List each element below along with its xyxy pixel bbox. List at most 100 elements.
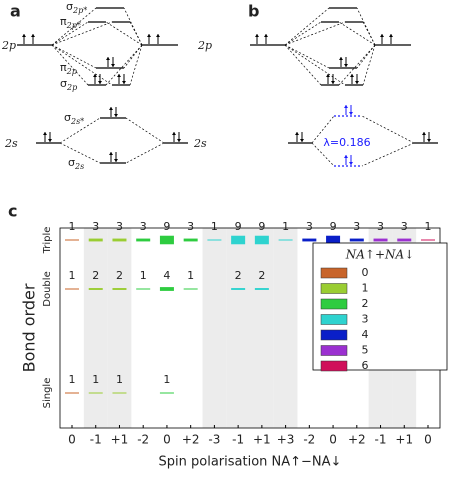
value-label: 3: [401, 220, 408, 233]
subscript: 2s*: [70, 117, 84, 126]
x-tick-label: -2: [303, 433, 315, 447]
electron-arrow-head: [109, 152, 113, 155]
correlation-line: [361, 142, 415, 167]
electron-arrow-head: [344, 105, 348, 108]
value-label: 9: [330, 220, 337, 233]
level-label: 2s: [193, 137, 207, 150]
bar: [397, 238, 412, 242]
electron-arrow-head: [389, 34, 393, 37]
level-label: 2p: [1, 39, 16, 52]
y-axis-label: Bond order: [20, 283, 39, 372]
electron-arrow-head: [295, 132, 299, 135]
orbital-label: σ2p: [60, 77, 77, 92]
legend-label: 6: [362, 359, 369, 372]
electron-arrow-head: [255, 34, 259, 37]
legend-swatch: [320, 283, 348, 294]
correlation-line: [284, 7, 330, 46]
bar: [159, 235, 174, 245]
value-label: 9: [163, 220, 170, 233]
correlation-line: [284, 44, 346, 86]
electron-arrow-head: [264, 34, 268, 37]
correlation-line: [51, 44, 113, 86]
value-label: 3: [306, 220, 313, 233]
shaded-band: [226, 228, 250, 428]
subscript: 2s: [74, 162, 84, 171]
bar: [88, 392, 103, 394]
correlation-line: [361, 115, 415, 144]
value-label: 1: [140, 269, 147, 282]
correlation-line: [284, 44, 322, 86]
x-tick-label: -1: [232, 433, 244, 447]
orbital-label: σ2p*: [66, 0, 87, 15]
electron-arrow-head: [355, 81, 359, 84]
bar: [183, 238, 198, 242]
x-tick-label: +2: [182, 433, 200, 447]
electron-arrow-head: [300, 139, 304, 142]
electron-arrow-head: [344, 155, 348, 158]
orbital-label: π2p*: [60, 15, 81, 30]
symbol: π: [60, 15, 67, 28]
panel-label: a: [10, 2, 21, 21]
legend-swatch: [320, 267, 348, 279]
bar: [373, 238, 388, 242]
value-label: 2: [116, 269, 123, 282]
x-tick-label: 0: [163, 433, 171, 447]
bar: [112, 238, 127, 242]
subscript: 2p: [66, 83, 77, 92]
electron-arrow-head: [380, 34, 384, 37]
y-tick-label: Triple: [42, 227, 53, 255]
correlation-line: [284, 21, 322, 46]
correlation-line: [125, 142, 165, 164]
electron-arrow-head: [114, 114, 118, 117]
symbol: σ: [64, 111, 71, 124]
bar: [278, 239, 293, 241]
x-tick-label: -1: [90, 433, 102, 447]
bar: [207, 239, 222, 241]
electron-arrow-head: [31, 34, 35, 37]
legend-swatch: [320, 345, 348, 356]
bar: [231, 288, 246, 290]
bar: [136, 288, 151, 290]
symbol: π: [60, 61, 67, 74]
bar: [254, 288, 269, 290]
x-tick-label: 0: [424, 433, 432, 447]
orbital-label: π2p: [60, 61, 77, 76]
bar: [88, 288, 103, 290]
value-label: 1: [116, 373, 123, 386]
legend-label: 1: [362, 282, 369, 295]
bar: [183, 288, 198, 290]
electron-arrow-head: [349, 162, 353, 165]
legend-label: 3: [362, 313, 369, 326]
shaded-band: [83, 228, 108, 428]
x-tick-label: -2: [137, 433, 149, 447]
level-label: 2s: [4, 137, 18, 150]
value-label: 3: [353, 220, 360, 233]
electron-arrow-head: [344, 64, 348, 67]
value-label: 1: [163, 373, 170, 386]
correlation-line: [284, 44, 330, 69]
legend-swatch: [320, 329, 348, 341]
correlation-line: [129, 44, 143, 86]
orbital-label: σ2s*: [64, 111, 84, 126]
electron-arrow-head: [422, 132, 426, 135]
legend-label: 5: [362, 344, 369, 357]
electron-arrow-head: [177, 139, 181, 142]
electron-arrow-head: [117, 74, 121, 77]
legend-swatch: [320, 298, 348, 310]
electron-arrow-head: [43, 132, 47, 135]
value-label: 9: [258, 220, 265, 233]
legend-swatch: [320, 360, 348, 372]
y-tick-label: Double: [42, 271, 53, 306]
correlation-line: [362, 21, 376, 46]
electron-arrow-head: [111, 64, 115, 67]
electron-arrow-head: [122, 81, 126, 84]
subscript: 2p: [66, 67, 77, 76]
bar: [65, 239, 79, 241]
bar: [421, 239, 435, 241]
electron-arrow-head: [114, 159, 118, 162]
correlation-line: [123, 7, 143, 46]
correlation-line: [356, 7, 376, 46]
level-label: 2p: [197, 39, 212, 52]
bar: [302, 238, 317, 242]
